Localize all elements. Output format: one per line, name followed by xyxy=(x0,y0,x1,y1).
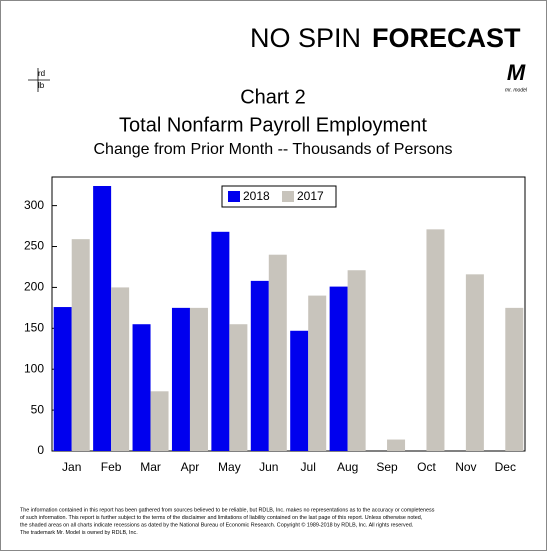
bar xyxy=(250,280,269,451)
plot-frame xyxy=(51,176,526,452)
bar xyxy=(189,307,208,451)
x-tick-label: Dec xyxy=(495,460,516,474)
bar xyxy=(308,295,327,451)
bar xyxy=(229,324,248,451)
chart-caption: Change from Prior Month -- Thousands of … xyxy=(94,141,453,158)
bar xyxy=(93,185,112,451)
y-tick-label: 150 xyxy=(24,320,44,334)
y-tick-label: 0 xyxy=(37,443,44,457)
brand-left: NO SPIN xyxy=(250,23,361,53)
chart-subtitle: Total Nonfarm Payroll Employment xyxy=(119,114,427,136)
x-tick-label: Mar xyxy=(140,460,161,474)
logo-left: rd xyxy=(38,69,45,78)
x-tick-label: Nov xyxy=(455,460,476,474)
y-tick-label: 100 xyxy=(24,361,44,375)
x-tick-label: Jul xyxy=(301,460,316,474)
x-tick-label: Feb xyxy=(101,460,122,474)
logo-right: M xyxy=(507,60,526,85)
bar xyxy=(150,391,169,451)
legend-swatch xyxy=(228,191,240,202)
footnote: The information contained in this report… xyxy=(20,507,435,513)
y-tick-label: 200 xyxy=(24,280,44,294)
x-tick-label: Oct xyxy=(417,460,436,474)
bar xyxy=(211,231,230,451)
y-tick-label: 50 xyxy=(31,402,45,416)
bar xyxy=(290,330,309,451)
x-tick-label: Aug xyxy=(337,460,358,474)
bar xyxy=(347,270,366,451)
y-tick-label: 250 xyxy=(24,239,44,253)
brand-right: FORECAST xyxy=(372,23,521,53)
bar xyxy=(329,286,348,451)
bar xyxy=(71,239,90,451)
legend-label: 2018 xyxy=(243,189,270,203)
bar xyxy=(171,307,190,451)
footnote: The trademark Mr. Model is owned by RDLB… xyxy=(20,530,138,536)
logo-caption: mr. model xyxy=(505,87,528,93)
bar xyxy=(387,439,406,451)
chart-title: Chart 2 xyxy=(240,86,306,108)
bar xyxy=(132,324,151,451)
x-tick-label: Sep xyxy=(376,460,398,474)
legend-swatch xyxy=(282,191,294,202)
bar xyxy=(426,229,445,451)
x-tick-label: Apr xyxy=(181,460,200,474)
x-tick-label: Jun xyxy=(259,460,278,474)
bar xyxy=(53,307,72,451)
footnote: the shaded areas on all charts indicate … xyxy=(20,521,413,528)
bar xyxy=(268,254,287,451)
bar xyxy=(505,307,524,451)
logo-left: lb xyxy=(38,81,45,90)
footnote: of such information. This report is furt… xyxy=(20,515,423,521)
legend-label: 2017 xyxy=(297,189,324,203)
x-tick-label: Jan xyxy=(62,460,81,474)
legend-box xyxy=(221,185,337,208)
y-tick-label: 300 xyxy=(24,198,44,212)
x-tick-label: May xyxy=(218,460,241,474)
bar xyxy=(111,287,130,451)
bar xyxy=(465,274,484,451)
